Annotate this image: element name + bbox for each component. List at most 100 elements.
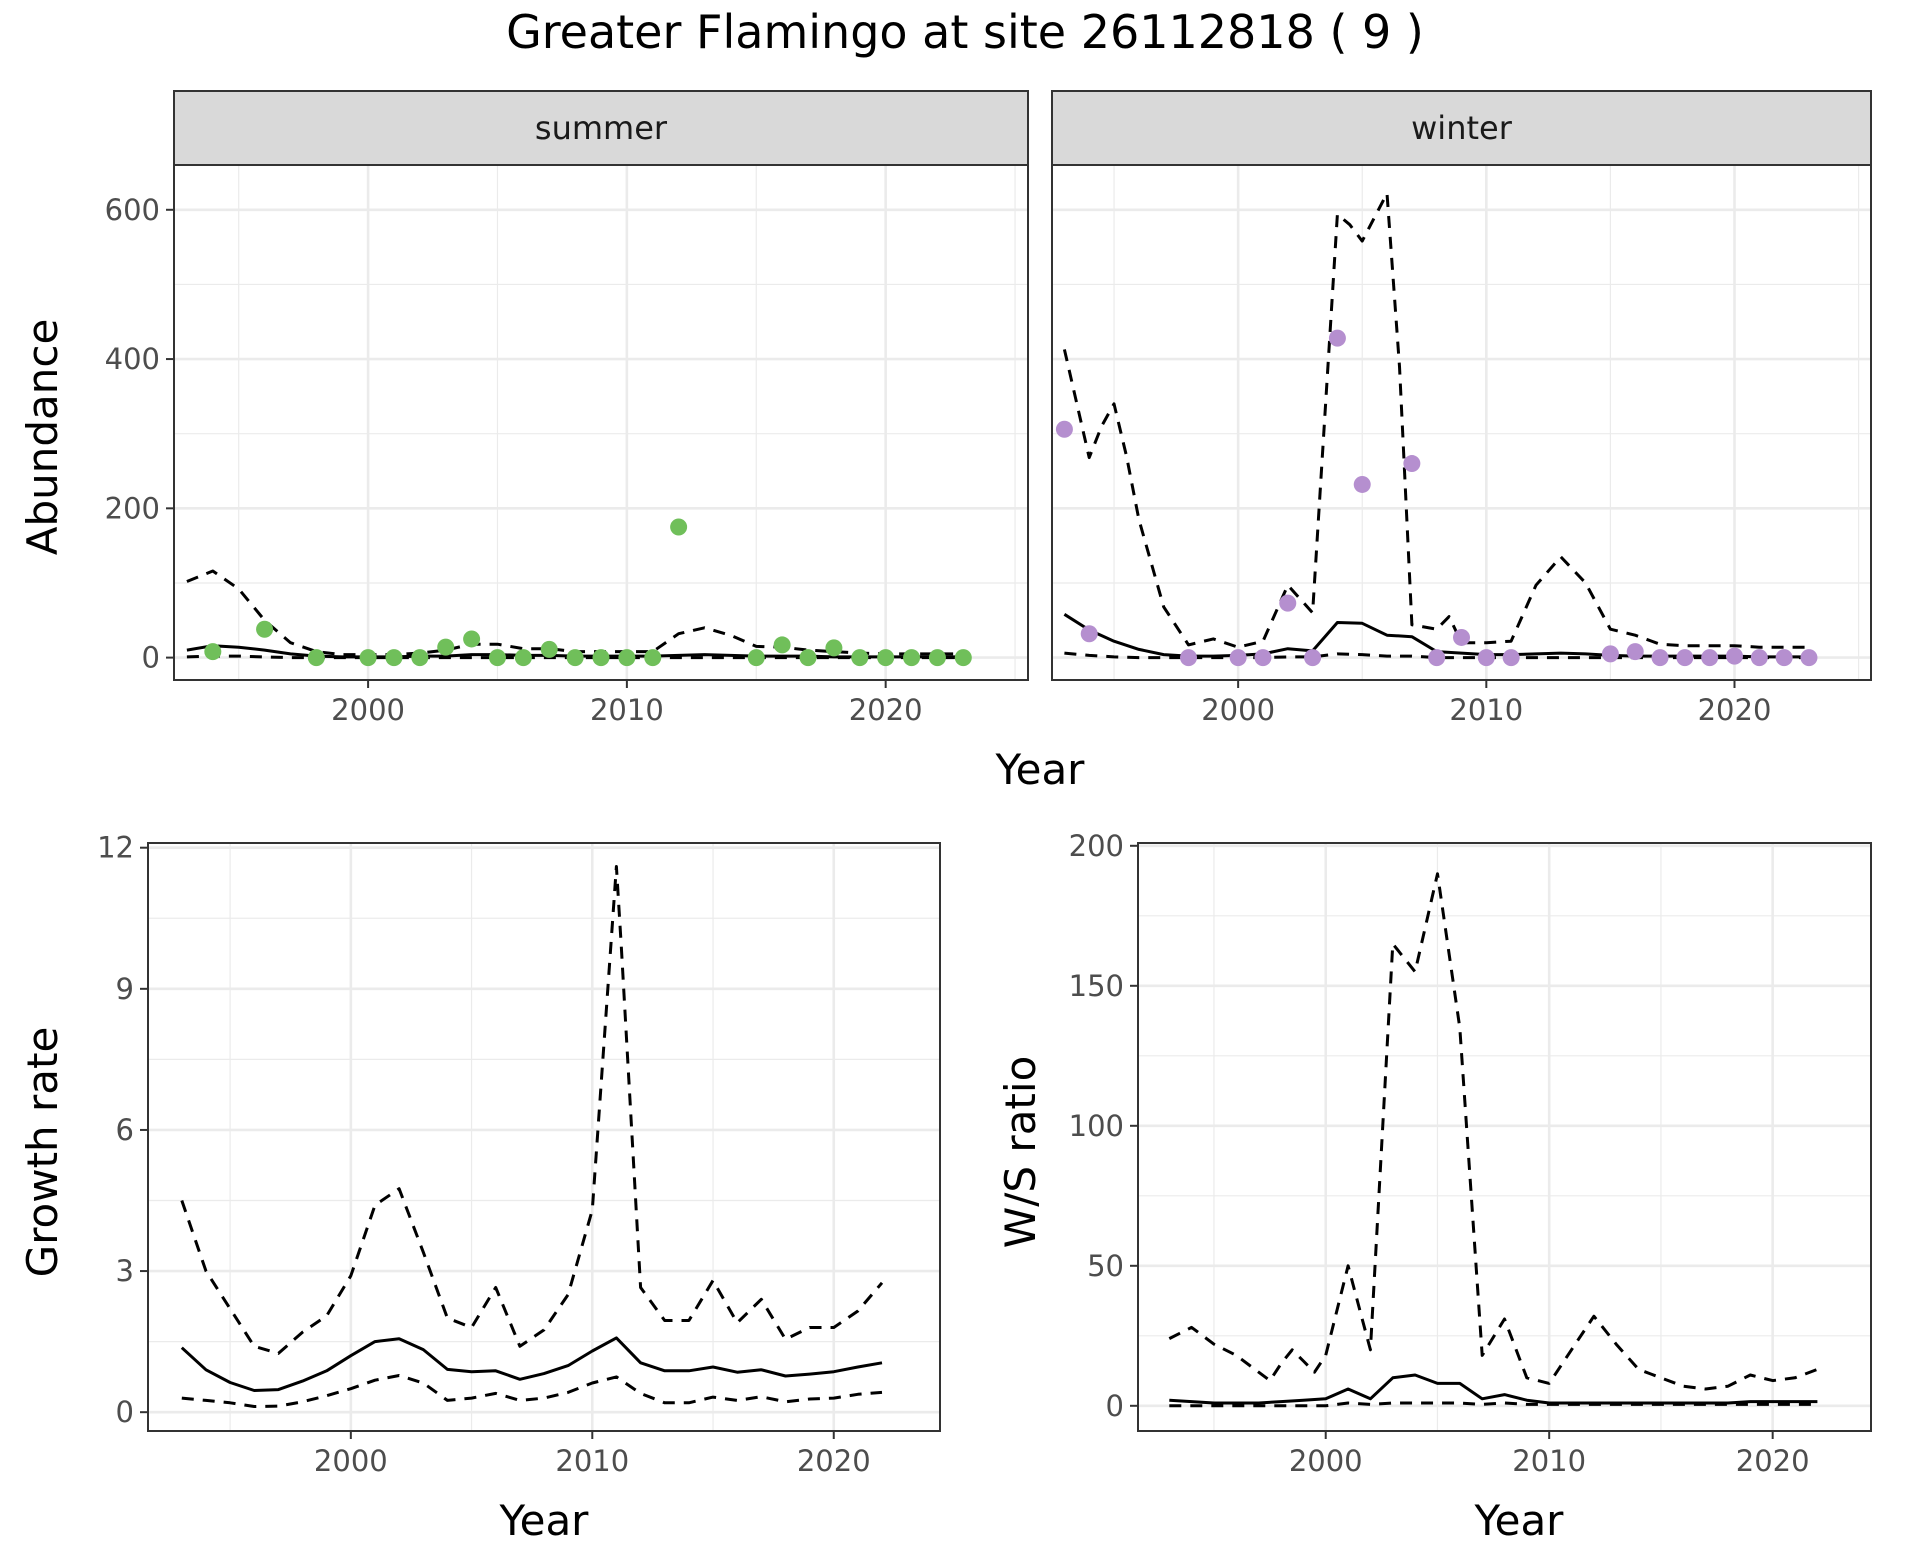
y-tick-label: 12 [97, 831, 134, 865]
data-point [670, 518, 688, 536]
x-tick-label: 2000 [331, 693, 405, 727]
y-tick-label: 50 [1087, 1249, 1124, 1283]
data-point [747, 649, 765, 667]
data-point [540, 640, 558, 658]
y-tick-label: 0 [116, 1395, 134, 1429]
y-tick-label: 9 [116, 972, 134, 1006]
y-tick-label: 6 [116, 1113, 134, 1147]
plot-area [1138, 843, 1871, 1431]
x-tick-label: 2000 [314, 1444, 388, 1478]
panel-border [1137, 842, 1872, 1432]
x-tick-label: 2010 [1449, 693, 1523, 727]
y-axis-title: Growth rate [18, 1027, 67, 1278]
solid-series-line [180, 1336, 883, 1392]
facet-strip-label: winter [1411, 109, 1513, 147]
data-point [1701, 649, 1719, 667]
data-point [592, 649, 610, 667]
dashed-series-line [180, 865, 884, 1355]
data-point [1403, 455, 1421, 473]
plot-area [174, 165, 1028, 680]
x-tick-label: 2000 [1289, 1444, 1363, 1478]
data-point [1477, 649, 1495, 667]
y-tick-label: 200 [1069, 829, 1124, 863]
facet-strip-label: summer [535, 109, 668, 147]
data-point [1229, 649, 1247, 667]
data-point [1676, 649, 1694, 667]
y-tick-label: 0 [142, 641, 160, 675]
data-point [514, 649, 532, 667]
data-point [877, 649, 895, 667]
data-point [1080, 625, 1098, 643]
y-tick-label: 150 [1069, 969, 1124, 1003]
x-tick-label: 2010 [555, 1444, 629, 1478]
plot-area [148, 843, 940, 1431]
panel-winter: winter 2000 2010 2020 [1051, 90, 1872, 727]
facet-strip [1051, 90, 1872, 166]
data-point [204, 643, 222, 661]
solid-series-line [1169, 1373, 1818, 1405]
data-point [1601, 645, 1619, 663]
data-point [307, 649, 325, 667]
data-point [954, 649, 972, 667]
data-point [566, 649, 584, 667]
panel-growth: 2000 2010 2020 0 3 6 9 12 Growth rate Year [18, 831, 941, 1545]
data-point [1775, 649, 1793, 667]
data-point [1502, 649, 1520, 667]
data-point [799, 649, 817, 667]
dashed-series-line [181, 1374, 883, 1408]
x-tick-label: 2020 [797, 1444, 871, 1478]
x-axis-title: Year [1474, 1496, 1565, 1545]
data-point [928, 649, 946, 667]
x-tick-label: 2020 [849, 693, 923, 727]
panel-border [147, 842, 941, 1432]
data-point [1304, 649, 1322, 667]
data-point [1180, 649, 1197, 667]
data-point [1626, 643, 1644, 661]
data-point [1428, 649, 1446, 667]
data-point [1328, 329, 1346, 347]
data-point [488, 649, 506, 667]
data-point [773, 636, 791, 654]
data-point [411, 649, 429, 667]
data-point [1750, 649, 1768, 667]
y-tick-label: 400 [105, 342, 160, 376]
x-tick-label: 2020 [1698, 693, 1772, 727]
panel-border [173, 164, 1029, 681]
y-tick-label: 600 [105, 193, 160, 227]
y-tick-label: 100 [1069, 1109, 1124, 1143]
x-tick-label: 2020 [1736, 1444, 1810, 1478]
y-axis-title: Abundance [18, 319, 67, 556]
y-tick-label: 3 [116, 1254, 134, 1288]
plot-area [1052, 165, 1871, 680]
panel-border [1051, 164, 1872, 681]
x-tick-label: 2010 [1512, 1444, 1586, 1478]
data-point [1651, 649, 1669, 667]
data-point [1254, 649, 1272, 667]
data-point [1453, 628, 1470, 646]
figure-title: Greater Flamingo at site 26112818 ( 9 ) [506, 5, 1424, 59]
data-point [1353, 475, 1371, 493]
data-point [1055, 420, 1073, 438]
x-tick-label: 2010 [590, 693, 664, 727]
panel-ratio: 2000 2010 2020 0 50 100 150 200 W/S ratio Year [996, 829, 1872, 1545]
data-point [256, 620, 274, 638]
data-point [1800, 649, 1818, 667]
data-point [359, 649, 377, 667]
panel-summer: summer 2000 2010 2020 0 200 400 600 Abundance [18, 90, 1029, 727]
data-point [1726, 647, 1743, 665]
data-point [437, 638, 455, 656]
dashed-series-line [1168, 872, 1818, 1391]
dashed-series-line [1062, 191, 1809, 649]
y-tick-label: 0 [1106, 1389, 1124, 1423]
y-tick-label: 200 [105, 491, 160, 525]
data-point [385, 649, 403, 667]
data-point [618, 649, 636, 667]
y-axis-title: W/S ratio [996, 1056, 1045, 1249]
dashed-series-line [1169, 1401, 1818, 1408]
data-point [903, 649, 921, 667]
x-axis-title: Year [499, 1496, 590, 1545]
x-tick-label: 2000 [1201, 693, 1275, 727]
data-point [463, 630, 481, 648]
